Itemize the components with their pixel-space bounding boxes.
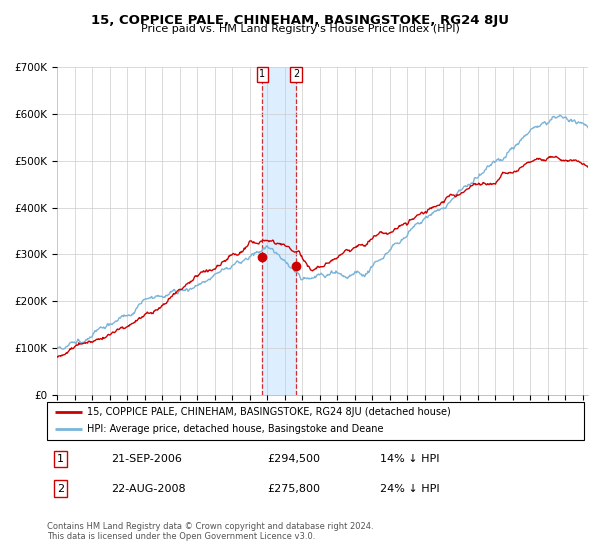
Text: 14% ↓ HPI: 14% ↓ HPI <box>380 454 439 464</box>
Text: 2: 2 <box>293 69 299 79</box>
Text: Price paid vs. HM Land Registry's House Price Index (HPI): Price paid vs. HM Land Registry's House … <box>140 24 460 34</box>
Text: 15, COPPICE PALE, CHINEHAM, BASINGSTOKE, RG24 8JU: 15, COPPICE PALE, CHINEHAM, BASINGSTOKE,… <box>91 14 509 27</box>
Text: 24% ↓ HPI: 24% ↓ HPI <box>380 484 439 493</box>
Text: £294,500: £294,500 <box>267 454 320 464</box>
FancyBboxPatch shape <box>47 402 584 440</box>
Text: 1: 1 <box>259 69 265 79</box>
Text: 21-SEP-2006: 21-SEP-2006 <box>111 454 182 464</box>
Text: 15, COPPICE PALE, CHINEHAM, BASINGSTOKE, RG24 8JU (detached house): 15, COPPICE PALE, CHINEHAM, BASINGSTOKE,… <box>87 407 451 417</box>
Text: 2: 2 <box>56 484 64 493</box>
Text: Contains HM Land Registry data © Crown copyright and database right 2024.
This d: Contains HM Land Registry data © Crown c… <box>47 522 373 542</box>
Bar <box>262 67 296 395</box>
Text: 22-AUG-2008: 22-AUG-2008 <box>111 484 186 493</box>
Text: HPI: Average price, detached house, Basingstoke and Deane: HPI: Average price, detached house, Basi… <box>87 424 383 435</box>
Text: £275,800: £275,800 <box>267 484 320 493</box>
Text: 1: 1 <box>57 454 64 464</box>
